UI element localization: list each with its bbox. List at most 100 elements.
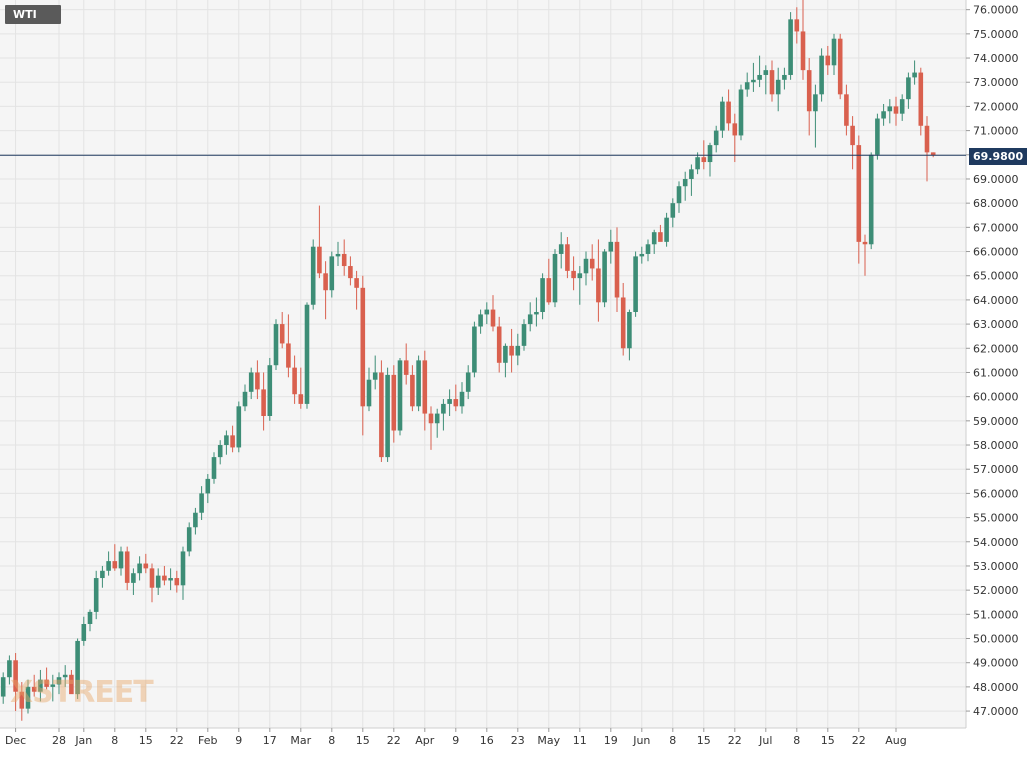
candle xyxy=(379,360,384,462)
candle-body xyxy=(403,360,409,375)
candle xyxy=(651,229,657,254)
candle-body xyxy=(106,561,111,571)
candle-body xyxy=(583,258,589,274)
candle xyxy=(856,135,862,264)
grid-lines xyxy=(0,0,966,728)
candle-body xyxy=(236,406,242,448)
watermark-logo: XSTREET xyxy=(10,675,154,710)
candle xyxy=(707,142,713,177)
candle xyxy=(416,355,421,412)
x-tick-label: 19 xyxy=(604,734,618,747)
candle-body xyxy=(56,677,62,685)
candle-body xyxy=(763,70,769,75)
x-tick-label: 22 xyxy=(387,734,401,747)
candle xyxy=(25,679,31,714)
candle-body xyxy=(726,101,731,124)
candle xyxy=(726,89,731,131)
candle-body xyxy=(459,391,465,407)
candle xyxy=(918,67,924,136)
candle-body xyxy=(472,326,477,373)
y-tick-label: 66.0000 xyxy=(973,246,1019,259)
candle xyxy=(868,152,874,250)
candle xyxy=(106,551,111,576)
candle xyxy=(317,205,322,279)
candle xyxy=(310,239,316,310)
candle-body xyxy=(329,256,335,291)
candle xyxy=(627,309,632,361)
candle xyxy=(434,408,440,438)
candle xyxy=(912,60,917,85)
candle-body xyxy=(893,106,899,114)
candle xyxy=(664,212,669,247)
candles-group xyxy=(0,0,936,721)
y-tick-label: 67.0000 xyxy=(973,221,1019,234)
candle xyxy=(447,389,452,416)
candle xyxy=(782,67,787,90)
symbol-badge: WTI xyxy=(5,5,61,24)
candle-body xyxy=(912,72,917,78)
candle xyxy=(589,244,595,281)
candle xyxy=(0,672,6,704)
candle xyxy=(62,665,68,687)
x-tick-label: Mar xyxy=(290,734,311,747)
candle xyxy=(255,360,260,400)
x-tick-label: 11 xyxy=(573,734,587,747)
candle xyxy=(261,372,266,431)
candle-body xyxy=(422,360,428,414)
candle-body xyxy=(7,660,12,678)
candle xyxy=(341,239,347,276)
candle-body xyxy=(918,72,924,126)
candle xyxy=(496,316,502,373)
candle-body xyxy=(540,278,545,312)
candle-body xyxy=(298,394,304,404)
candle xyxy=(118,546,124,576)
candle xyxy=(186,522,192,557)
candle xyxy=(620,282,626,356)
candle-body xyxy=(174,578,180,586)
candle xyxy=(230,425,235,453)
candle xyxy=(887,99,893,124)
candle-body xyxy=(193,512,198,528)
y-tick-label: 54.0000 xyxy=(973,536,1019,549)
candle-body xyxy=(751,79,756,83)
candle-body xyxy=(310,246,316,305)
candle-body xyxy=(0,677,6,697)
candle-body xyxy=(732,123,738,136)
candle-body xyxy=(112,561,118,569)
candle-body xyxy=(217,445,223,458)
y-tick-label: 57.0000 xyxy=(973,463,1019,476)
candle-body xyxy=(366,379,372,407)
candle xyxy=(168,568,173,591)
candle-body xyxy=(738,89,744,136)
y-tick-label: 47.0000 xyxy=(973,705,1019,718)
candle-body xyxy=(782,74,787,80)
candle-body xyxy=(323,273,328,291)
candle xyxy=(695,152,700,175)
candle-body xyxy=(769,70,775,95)
candle xyxy=(112,544,118,571)
candle-body xyxy=(850,125,855,146)
candle-body xyxy=(372,372,378,380)
candle-body xyxy=(744,82,750,90)
candle-body xyxy=(906,77,911,100)
candle xyxy=(81,616,87,646)
candle xyxy=(819,48,824,102)
candle-body xyxy=(819,55,824,95)
y-tick-label: 50.0000 xyxy=(973,633,1019,646)
candle-body xyxy=(100,570,105,579)
candle-body xyxy=(633,256,638,312)
candle-body xyxy=(484,309,490,315)
candle xyxy=(441,399,446,431)
candle-body xyxy=(664,217,669,242)
candle-body xyxy=(831,38,837,66)
candle-body xyxy=(118,551,124,569)
candle-body xyxy=(155,575,161,588)
candle-body xyxy=(62,674,68,678)
candle-body xyxy=(348,266,353,279)
x-tick-label: Dec xyxy=(5,734,26,747)
y-tick-label: 65.0000 xyxy=(973,270,1019,283)
candle-body xyxy=(279,324,285,344)
y-tick-label: 58.0000 xyxy=(973,439,1019,452)
x-tick-label: 28 xyxy=(52,734,66,747)
